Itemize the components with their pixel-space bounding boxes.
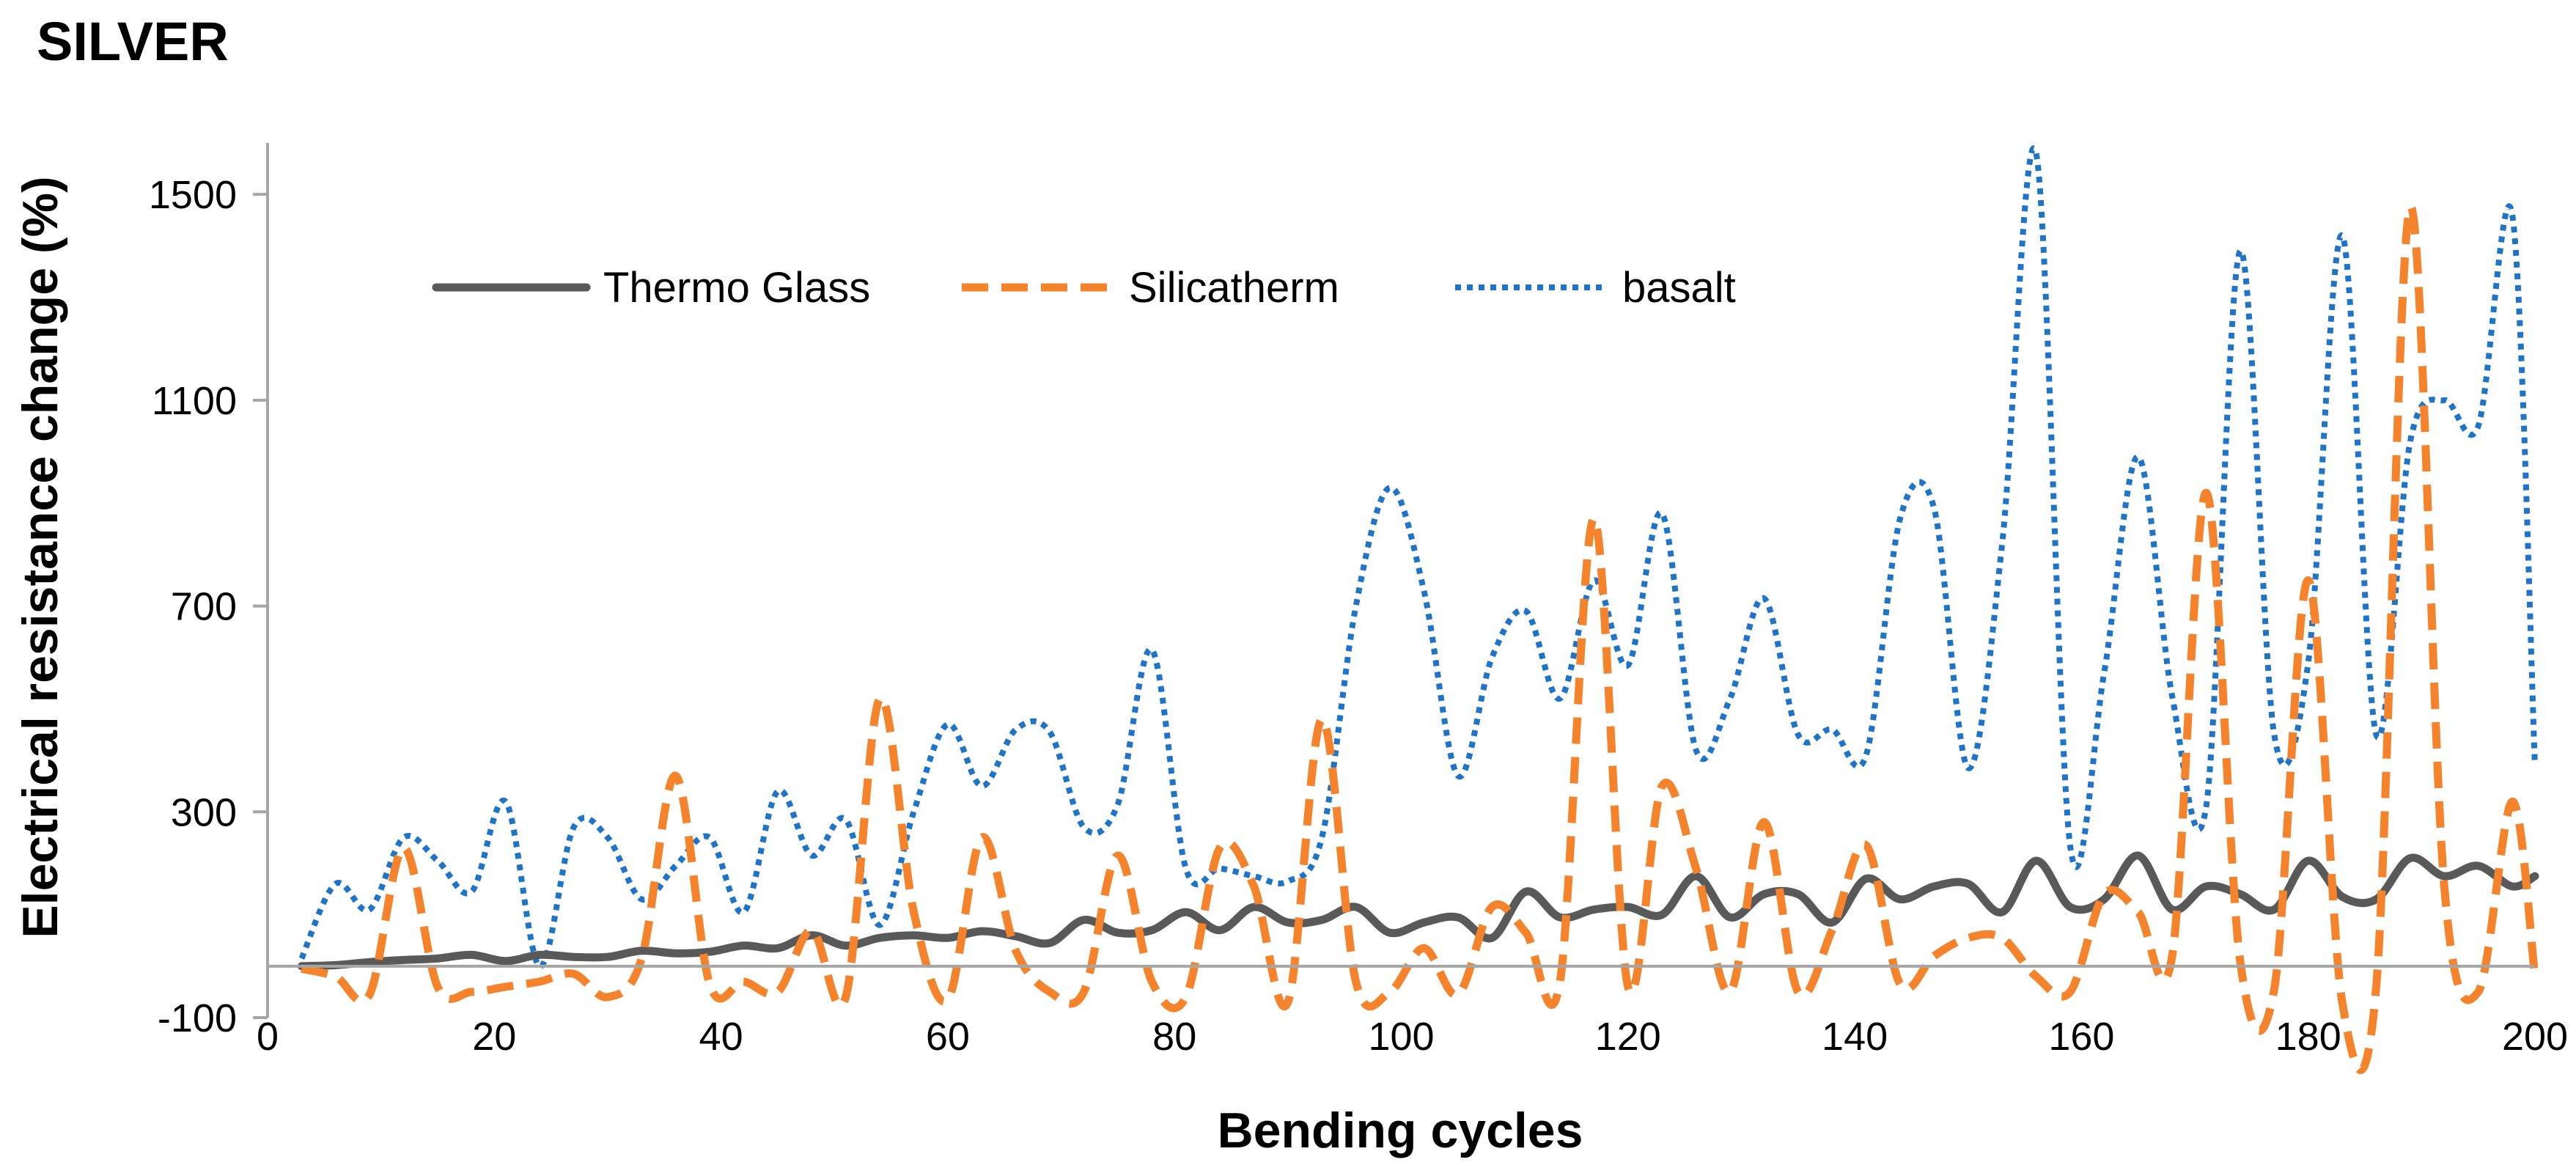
y-tick-label: 300 [171, 790, 237, 834]
y-tick-label: 700 [171, 585, 237, 629]
y-axis-title: Electrical resistance change (%) [12, 176, 68, 938]
legend-label-silicatherm: Silicatherm [1129, 264, 1339, 312]
series-line-silicatherm [301, 203, 2539, 1074]
x-tick-label: 200 [2502, 1015, 2568, 1059]
series-line-basalt [298, 145, 2538, 969]
x-tick-label: 60 [926, 1015, 970, 1059]
x-axis-title: Bending cycles [1218, 1103, 1583, 1158]
x-tick-label: 180 [2275, 1015, 2341, 1059]
tick-labels: -100 300 700 1100 1500 0 20 40 60 80 100 120 140 160 1… [149, 173, 2568, 1059]
x-tick-label: 0 [257, 1015, 279, 1059]
x-tick-label: 120 [1595, 1015, 1661, 1059]
chart-title: SILVER [37, 11, 229, 72]
y-tick-label: 1100 [152, 379, 237, 423]
plot-lines [297, 145, 2539, 1074]
x-tick-label: 80 [1152, 1015, 1196, 1059]
legend: Thermo Glass Silicatherm basalt [432, 264, 1736, 312]
legend-label-thermo-glass: Thermo Glass [603, 264, 870, 312]
x-tick-label: 160 [2048, 1015, 2114, 1059]
axes [253, 143, 2535, 1019]
y-tick-label: 1500 [149, 173, 237, 217]
x-tick-label: 100 [1368, 1015, 1434, 1059]
legend-label-basalt: basalt [1622, 264, 1736, 312]
series-line-thermo-glass [297, 851, 2539, 971]
y-tick-label: -100 [158, 996, 237, 1040]
x-tick-label: 20 [472, 1015, 516, 1059]
x-tick-label: 140 [1822, 1015, 1888, 1059]
x-tick-label: 40 [699, 1015, 743, 1059]
